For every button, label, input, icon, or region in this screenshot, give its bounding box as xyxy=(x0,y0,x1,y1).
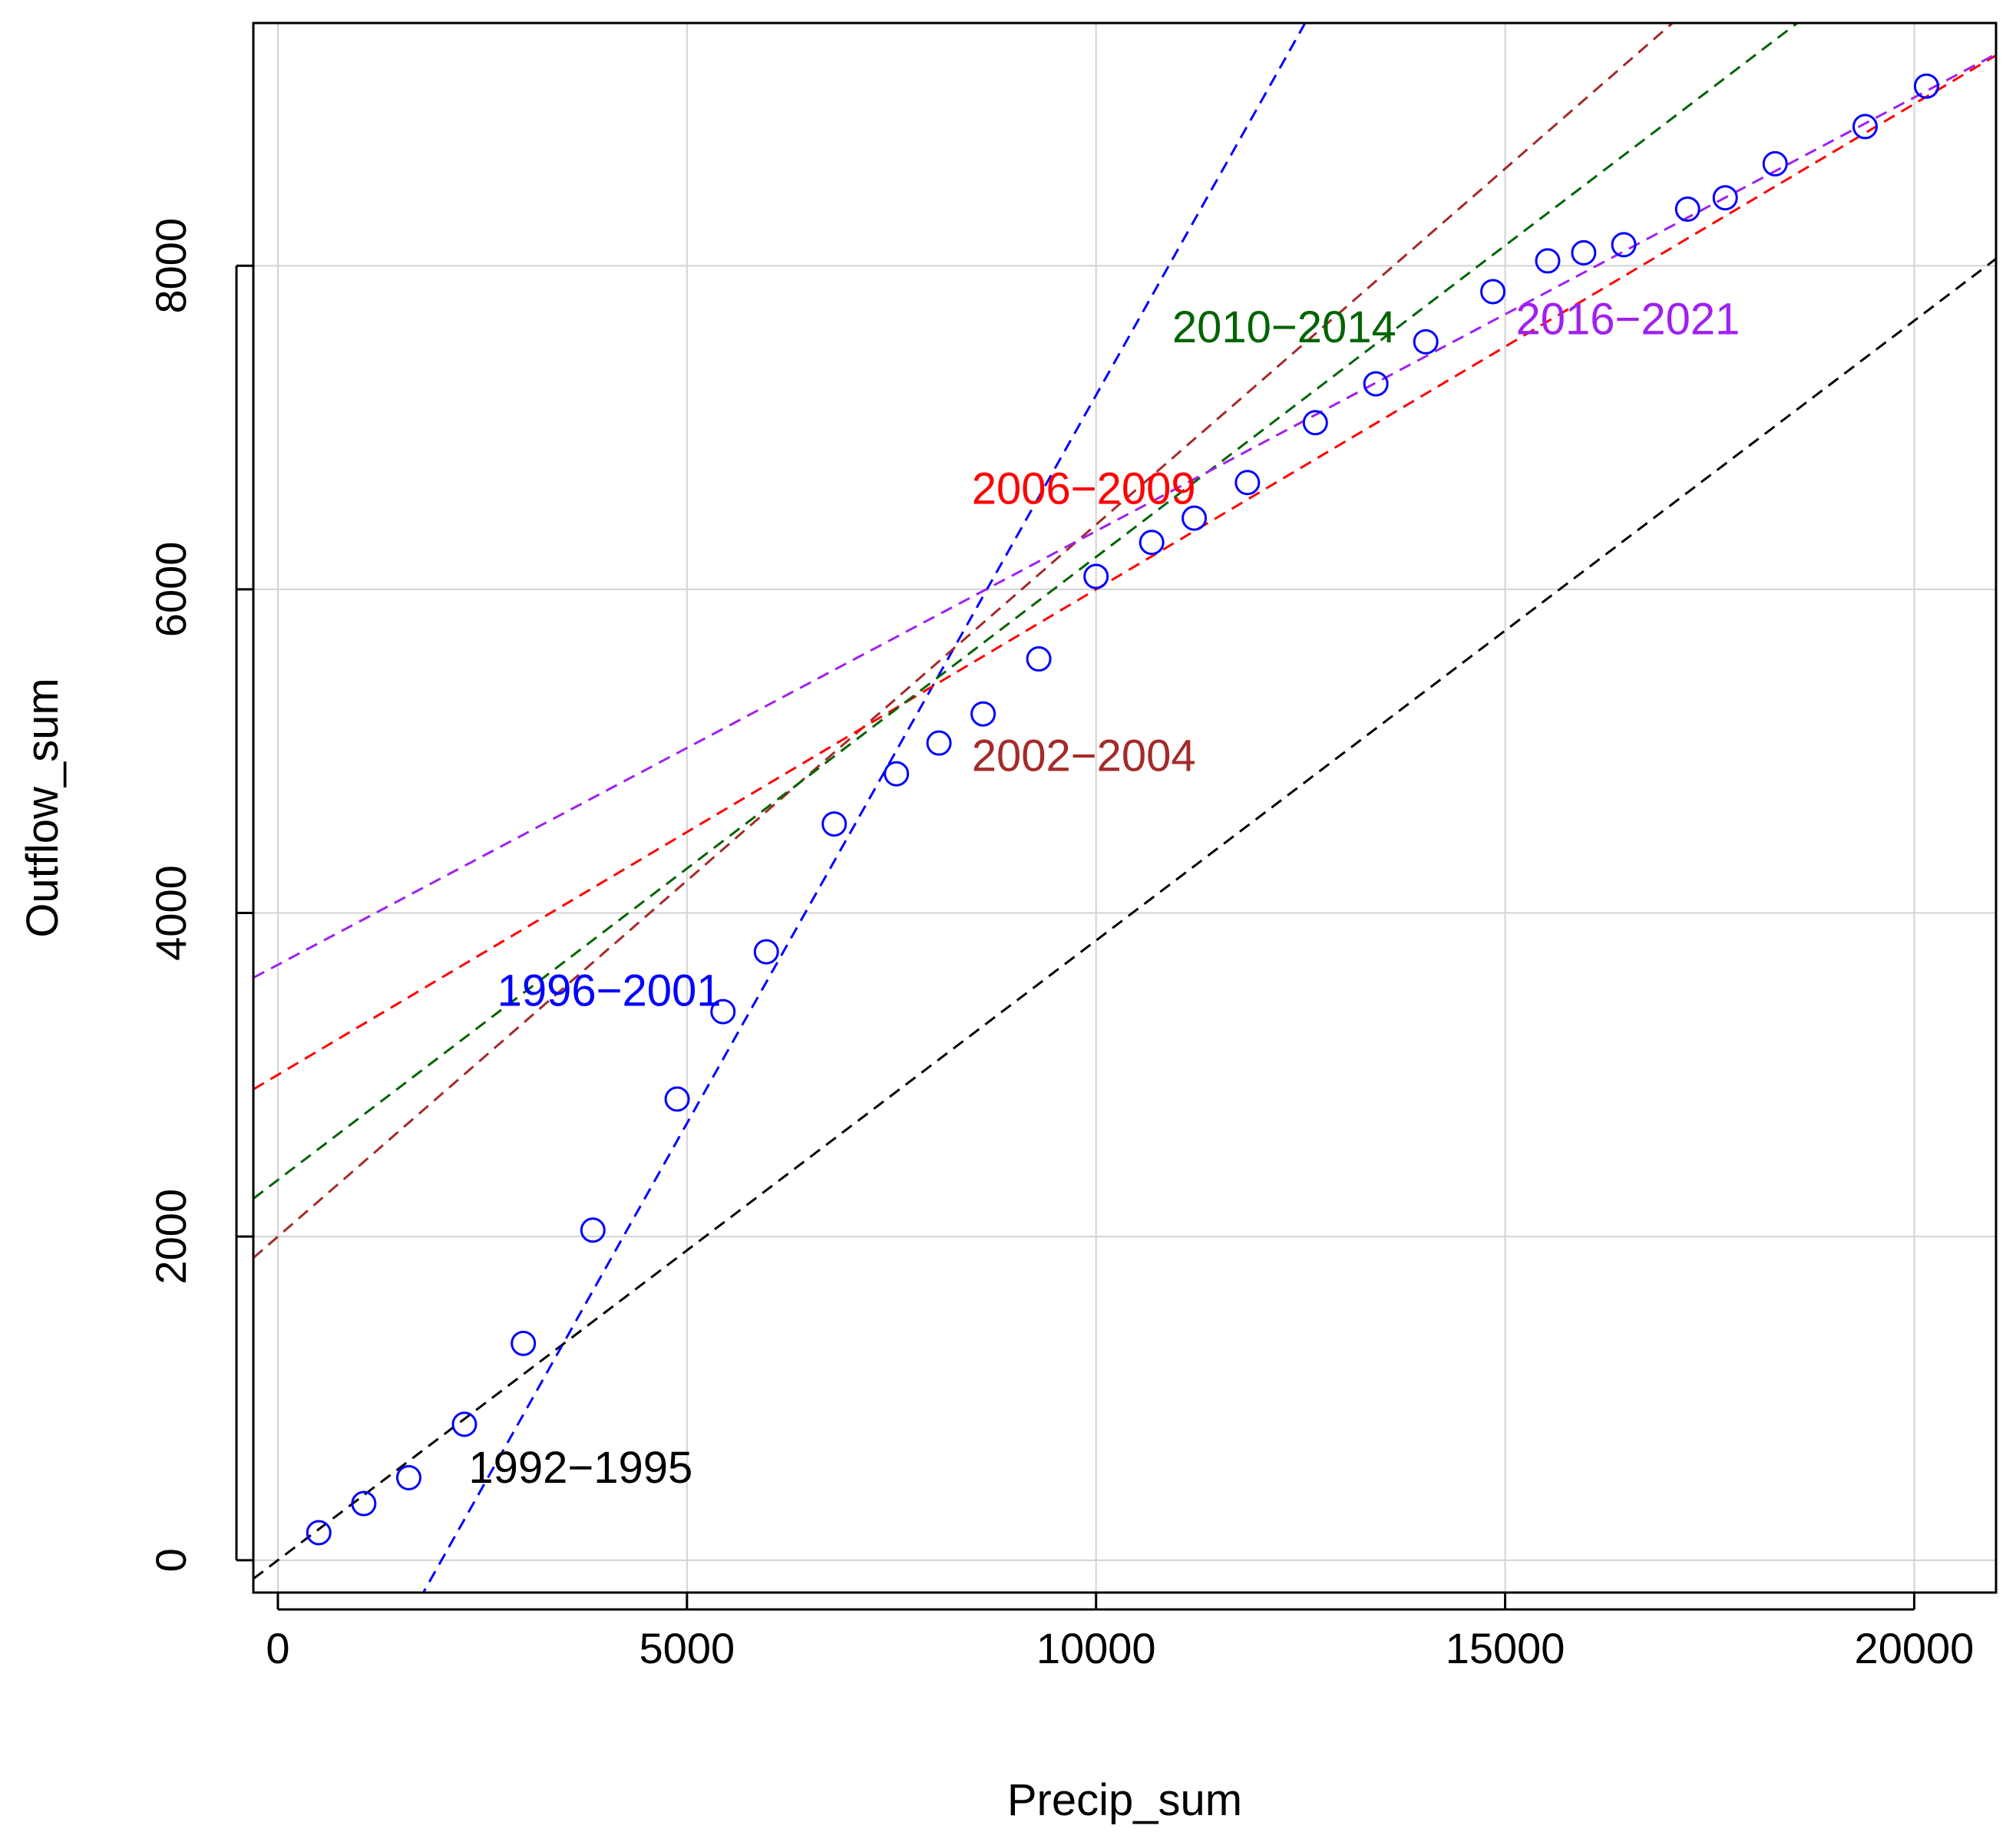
grid xyxy=(253,23,1996,1593)
fit-line xyxy=(253,257,1996,1580)
fit-line-label: 2010−2014 xyxy=(1172,302,1396,352)
data-point xyxy=(1611,232,1637,258)
data-point xyxy=(580,1217,606,1243)
data-point xyxy=(1480,279,1506,305)
fit-line-label: 1992−1995 xyxy=(468,1443,692,1493)
fit-line-labels: 1992−1995 1996−2001 2002−2004 2006−2009 2010… xyxy=(468,294,1740,1493)
data-point xyxy=(884,761,910,787)
data-point xyxy=(753,939,779,965)
data-point xyxy=(1026,646,1052,672)
data-point xyxy=(1363,371,1389,397)
data-point xyxy=(664,1086,690,1112)
y-tick-label: 0 xyxy=(147,1548,195,1572)
data-point xyxy=(926,730,952,756)
y-tick-label: 8000 xyxy=(147,218,195,314)
data-point xyxy=(1852,114,1878,140)
data-point xyxy=(511,1330,537,1356)
data-point xyxy=(451,1411,478,1438)
data-point xyxy=(1234,470,1261,496)
data-point xyxy=(1535,248,1561,274)
data-point xyxy=(351,1490,377,1517)
fit-line xyxy=(253,23,1674,1259)
data-point xyxy=(1139,530,1165,556)
x-tick-label: 15000 xyxy=(1446,1624,1565,1672)
data-point xyxy=(970,701,996,727)
fit-line xyxy=(253,23,1800,1200)
data-point xyxy=(821,811,848,837)
data-point xyxy=(1413,328,1439,355)
fit-line xyxy=(421,23,1307,1593)
data-point xyxy=(1083,563,1109,589)
x-tick-label: 10000 xyxy=(1036,1624,1156,1672)
plot-frame xyxy=(252,21,1998,1594)
y-tick-label: 6000 xyxy=(147,542,195,638)
data-point xyxy=(710,999,736,1025)
data-points xyxy=(306,73,1939,1546)
y-tick-label: 2000 xyxy=(147,1189,195,1285)
data-point xyxy=(306,1520,332,1546)
fit-line-label: 2006−2009 xyxy=(972,464,1196,514)
y-axis-label: Outflow_sum xyxy=(18,678,68,937)
fit-line-label: 2016−2021 xyxy=(1515,294,1740,344)
fit-lines xyxy=(253,23,1996,1593)
x-tick-label: 20000 xyxy=(1855,1624,1975,1672)
data-point xyxy=(1302,410,1328,436)
fit-line xyxy=(253,53,1996,979)
y-tick-label: 4000 xyxy=(147,865,195,961)
data-point xyxy=(395,1464,421,1490)
x-tick-label: 0 xyxy=(266,1624,289,1672)
data-point xyxy=(1571,239,1597,266)
fit-line-label: 1996−2001 xyxy=(497,966,722,1015)
data-point xyxy=(1182,505,1208,531)
fit-line-label: 2002−2004 xyxy=(972,731,1196,781)
data-point xyxy=(1913,73,1939,99)
x-axis-label: Precip_sum xyxy=(1007,1775,1242,1825)
fit-line xyxy=(253,54,1996,1091)
axes: 0 5000 10000 15000 20000 0 2000 4000 6000 8000 xyxy=(147,218,1974,1672)
x-tick-label: 5000 xyxy=(640,1624,735,1672)
data-point xyxy=(1674,196,1700,222)
data-point xyxy=(1762,150,1788,177)
data-point xyxy=(1712,185,1738,211)
